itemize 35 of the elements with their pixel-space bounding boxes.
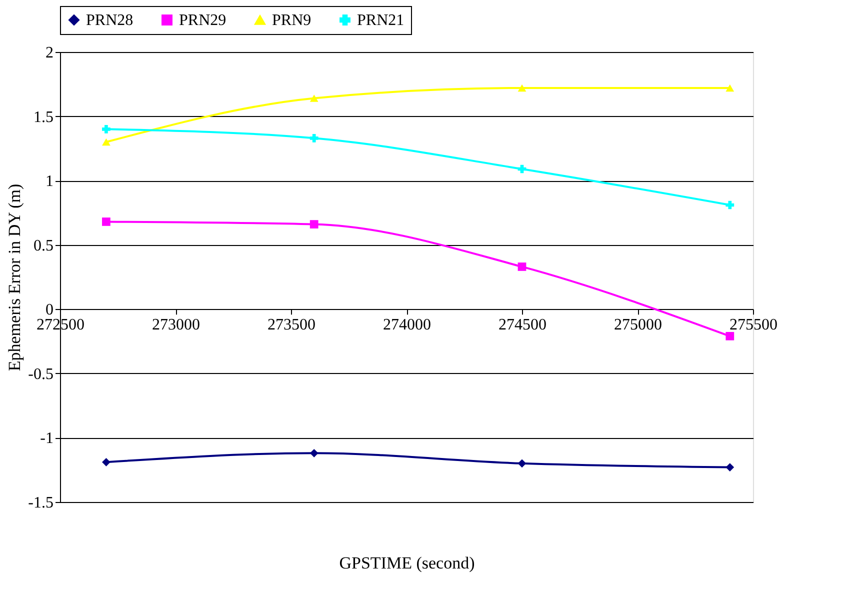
x-tick-label: 273000 [152,316,200,334]
x-tick-label: 275500 [730,316,778,334]
point [518,84,526,92]
point [102,218,110,226]
point [310,134,318,142]
y-tick-label: -1.5 [28,494,54,512]
point [102,458,110,466]
x-axis-title: GPSTIME (second) [339,554,475,572]
y-tick-label: 1.5 [34,108,54,126]
x-tick-label: 274500 [498,316,546,334]
point [310,448,318,458]
y-tick-label: 0.5 [34,237,54,254]
point [102,124,110,134]
y-tick-label: -1 [40,430,54,448]
y-tick-label: -0.5 [28,366,54,383]
x-tick-label: 274000 [383,316,431,334]
point [102,138,110,146]
point [726,84,734,92]
legend-label: PRN21 [357,12,404,29]
point [726,332,734,340]
y-axis-title: Ephemeris Error in DY (m) [5,184,24,372]
point [726,200,734,210]
x-tick-label: 275000 [614,316,662,334]
legend-label: PRN29 [179,12,226,29]
point [518,262,526,271]
point [726,463,734,472]
legend-label: PRN9 [272,12,312,29]
legend-label: PRN28 [86,12,134,29]
point [310,94,318,102]
y-tick-label: 0 [46,302,54,319]
x-tick-label: 273500 [268,316,316,334]
y-tick-label: 2 [46,44,54,62]
y-tick-label: 1 [46,173,54,190]
point [518,459,526,468]
point [310,220,318,228]
